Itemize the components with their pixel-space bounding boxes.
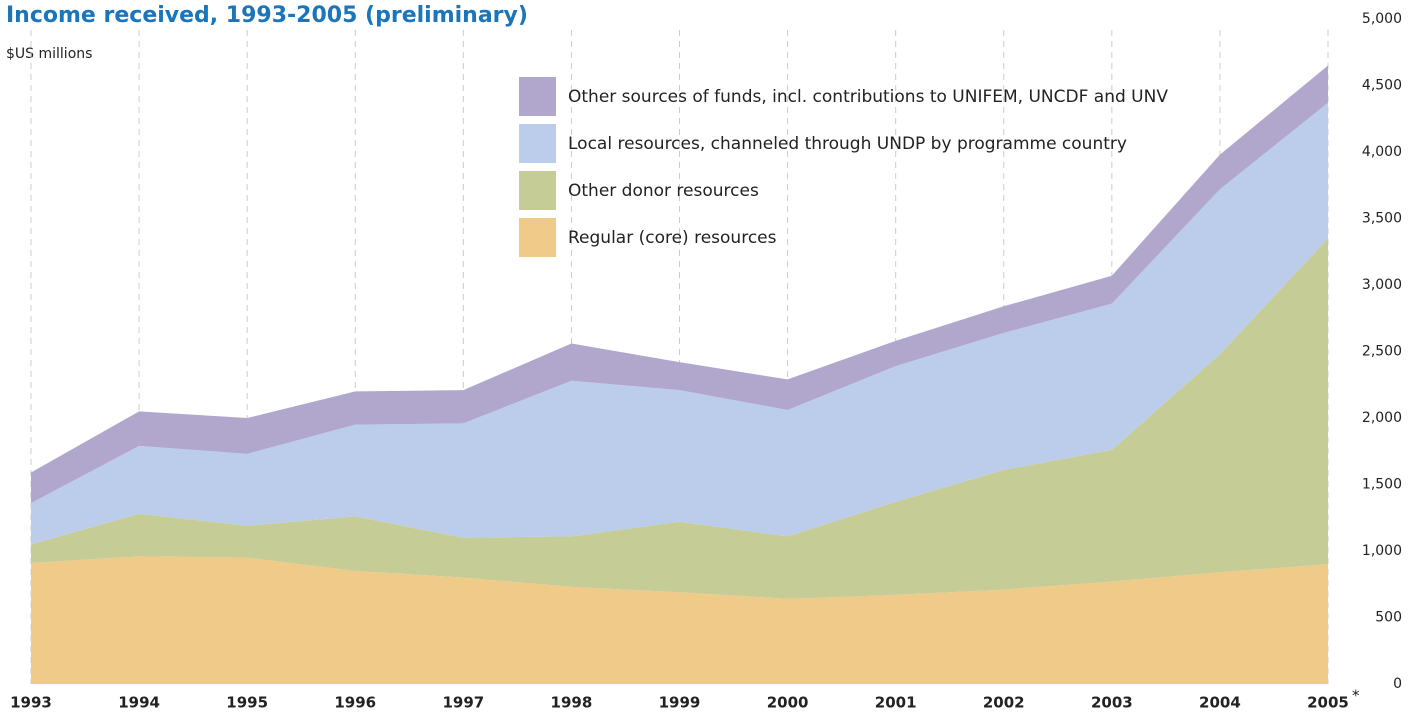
y-tick-label: 0 (1393, 676, 1402, 692)
x-tick-label: 2000 (767, 694, 809, 712)
x-tick-label: 1995 (226, 694, 268, 712)
x-tick-label: 1999 (659, 694, 701, 712)
y-tick-label: 5,000 (1362, 11, 1402, 27)
area (31, 238, 1328, 599)
y-axis-label: $US millions (6, 46, 92, 62)
legend-swatch (519, 171, 556, 210)
y-tick-label: 4,500 (1362, 78, 1402, 94)
y-tick-label: 2,500 (1362, 344, 1402, 360)
x-tick-label: 1997 (442, 694, 484, 712)
legend-swatch (519, 77, 556, 116)
x-tick-label: 2003 (1091, 694, 1133, 712)
legend-label: Other donor resources (568, 181, 759, 201)
x-tick-label: 2005 (1307, 694, 1349, 712)
legend-swatch (519, 218, 556, 257)
x-tick-label: 2001 (875, 694, 917, 712)
area (31, 65, 1328, 504)
x-tick-label: 2004 (1199, 694, 1241, 712)
y-tick-label: 2,000 (1362, 410, 1402, 426)
legend-swatch (519, 124, 556, 163)
y-tick-label: 3,000 (1362, 277, 1402, 293)
y-tick-label: 3,500 (1362, 211, 1402, 227)
x-tick-label: 1998 (551, 694, 593, 712)
y-tick-label: 4,000 (1362, 144, 1402, 160)
area (31, 102, 1328, 545)
x-tick-label: 1996 (334, 694, 376, 712)
legend-label: Local resources, channeled through UNDP … (568, 134, 1127, 154)
x-tick-label: 1993 (10, 694, 52, 712)
y-tick-label: 1,500 (1362, 477, 1402, 493)
area (31, 556, 1328, 684)
legend-label: Other sources of funds, incl. contributi… (568, 87, 1168, 107)
annotation: * (1352, 687, 1360, 705)
legend-label: Regular (core) resources (568, 228, 777, 248)
x-tick-label: 2002 (983, 694, 1025, 712)
chart-title: Income received, 1993-2005 (preliminary) (6, 3, 528, 28)
x-tick-label: 1994 (118, 694, 160, 712)
y-tick-label: 500 (1375, 610, 1402, 626)
y-tick-label: 1,000 (1362, 543, 1402, 559)
